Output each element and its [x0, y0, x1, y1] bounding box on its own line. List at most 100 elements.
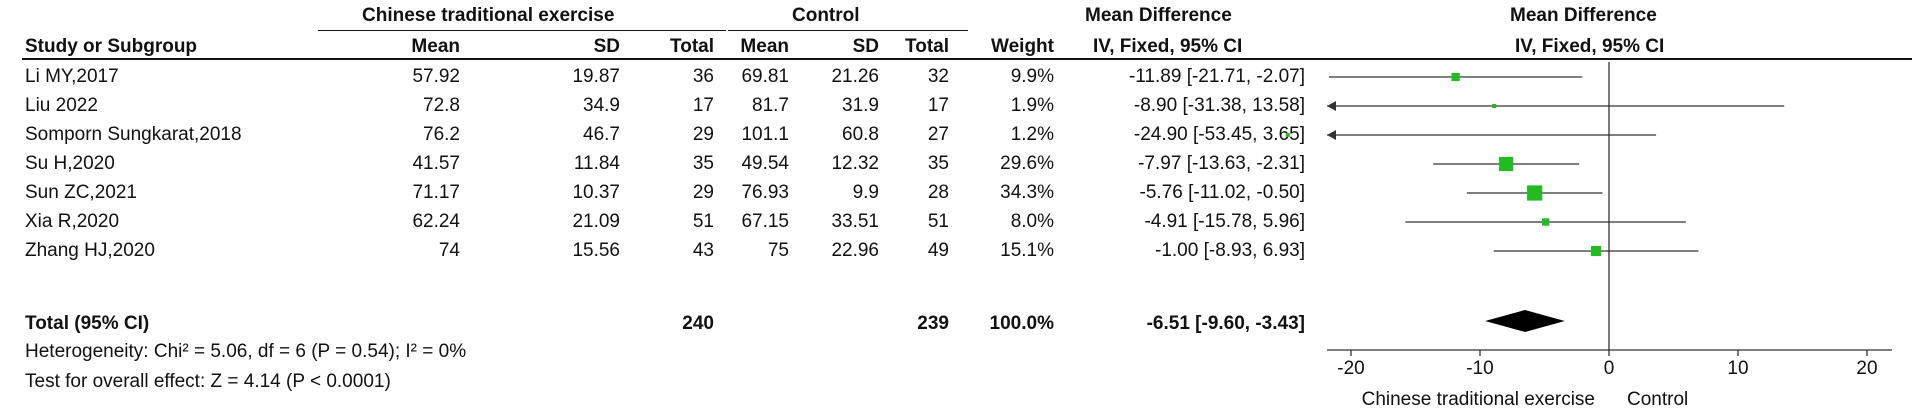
x-tick-label: -20 — [1337, 358, 1364, 379]
study-name: Li MY,2017 — [25, 66, 119, 87]
total-total2: 239 — [917, 313, 949, 334]
study-name: Sun ZC,2021 — [25, 182, 137, 203]
col-total2: Total — [905, 36, 949, 57]
study-sd2: 9.9 — [852, 182, 879, 203]
study-weight: 9.9% — [1010, 66, 1054, 87]
total-label: Total (95% CI) — [25, 313, 150, 334]
study-total1: 17 — [692, 95, 714, 116]
study-marker — [1591, 245, 1602, 257]
study-total2: 28 — [927, 182, 949, 203]
study-marker — [1541, 218, 1550, 226]
study-sd2: 22.96 — [831, 240, 879, 261]
group2-header: Control — [792, 5, 860, 26]
study-total2: 51 — [927, 211, 949, 232]
study-total2: 17 — [927, 95, 949, 116]
study-mean1: 62.24 — [412, 211, 460, 232]
study-name: Xia R,2020 — [25, 211, 120, 232]
study-ci: -24.90 [-53.45, 3.65] — [1133, 124, 1305, 145]
study-total1: 29 — [692, 182, 714, 203]
study-mean2: 76.93 — [741, 182, 789, 203]
overall-effect-text: Test for overall effect: Z = 4.14 (P < 0… — [25, 371, 391, 392]
study-ci: -7.97 [-13.63, -2.31] — [1138, 153, 1305, 174]
group1-underline — [318, 30, 726, 31]
plot-header: Mean Difference — [1510, 5, 1657, 26]
header-rule — [22, 58, 1322, 60]
study-total1: 51 — [692, 211, 714, 232]
study-mean1: 41.57 — [412, 153, 460, 174]
study-sd1: 15.56 — [572, 240, 620, 261]
study-weight: 34.3% — [1000, 182, 1054, 203]
study-ci: -11.89 [-21.71, -2.07] — [1128, 66, 1305, 87]
favours-left-label: Chinese traditional exercise — [1362, 389, 1595, 410]
study-total1: 35 — [692, 153, 714, 174]
study-total2: 49 — [927, 240, 949, 261]
study-ci: -8.90 [-31.38, 13.58] — [1133, 95, 1305, 116]
total-weight: 100.0% — [989, 313, 1054, 334]
pooled-diamond — [1485, 310, 1565, 332]
col-weight: Weight — [991, 36, 1054, 57]
study-sd2: 21.26 — [831, 66, 879, 87]
x-tick-label: 0 — [1604, 358, 1615, 379]
study-sd2: 31.9 — [842, 95, 879, 116]
study-mean2: 75 — [767, 240, 789, 261]
study-sd2: 12.32 — [831, 153, 879, 174]
study-name: Somporn Sungkarat,2018 — [25, 124, 242, 145]
heterogeneity-text: Heterogeneity: Chi² = 5.06, df = 6 (P = … — [25, 341, 467, 362]
study-mean2: 101.1 — [741, 124, 789, 145]
study-sd1: 46.7 — [583, 124, 620, 145]
study-weight: 1.9% — [1010, 95, 1054, 116]
study-sd1: 19.87 — [572, 66, 620, 87]
col-sd1: SD — [593, 36, 620, 57]
effect-header: Mean Difference — [1085, 5, 1232, 26]
study-weight: 1.2% — [1010, 124, 1054, 145]
ci-arrow — [1327, 130, 1336, 140]
col-plot-ci: IV, Fixed, 95% CI — [1515, 36, 1665, 57]
x-tick-label: 20 — [1856, 358, 1877, 379]
header-rule-plot — [1322, 58, 1912, 60]
study-mean2: 67.15 — [741, 211, 789, 232]
study-ci: -5.76 [-11.02, -0.50] — [1139, 182, 1305, 203]
study-name: Zhang HJ,2020 — [25, 240, 155, 261]
ci-arrow — [1327, 101, 1336, 111]
study-marker — [1499, 156, 1514, 172]
study-marker — [1451, 72, 1460, 82]
total-total1: 240 — [682, 313, 714, 334]
study-total1: 29 — [692, 124, 714, 145]
total-ci: -6.51 [-9.60, -3.43] — [1146, 313, 1305, 334]
study-marker — [1527, 185, 1543, 201]
study-mean2: 81.7 — [752, 95, 789, 116]
study-mean1: 72.8 — [423, 95, 460, 116]
study-mean1: 71.17 — [412, 182, 460, 203]
study-name: Liu 2022 — [25, 95, 98, 116]
study-mean1: 76.2 — [423, 124, 460, 145]
col-sd2: SD — [852, 36, 879, 57]
study-sd2: 33.51 — [831, 211, 879, 232]
study-total2: 27 — [927, 124, 949, 145]
study-sd1: 10.37 — [572, 182, 620, 203]
study-mean1: 57.92 — [412, 66, 460, 87]
study-sd2: 60.8 — [842, 124, 879, 145]
group1-header: Chinese traditional exercise — [362, 5, 615, 26]
study-total1: 43 — [692, 240, 714, 261]
study-total2: 32 — [927, 66, 949, 87]
col-total1: Total — [670, 36, 714, 57]
col-study: Study or Subgroup — [25, 36, 198, 57]
study-sd1: 11.84 — [573, 153, 620, 174]
favours-right-label: Control — [1627, 389, 1688, 410]
study-weight: 8.0% — [1010, 211, 1054, 232]
study-total2: 35 — [927, 153, 949, 174]
study-marker — [1285, 133, 1290, 137]
x-tick-label: -10 — [1466, 358, 1493, 379]
study-sd1: 34.9 — [583, 95, 620, 116]
study-mean2: 69.81 — [741, 66, 789, 87]
study-mean2: 49.54 — [741, 153, 789, 174]
study-ci: -1.00 [-8.93, 6.93] — [1155, 240, 1305, 261]
study-sd1: 21.09 — [572, 211, 620, 232]
study-name: Su H,2020 — [25, 153, 115, 174]
col-ci: IV, Fixed, 95% CI — [1093, 36, 1243, 57]
col-mean2: Mean — [740, 36, 789, 57]
study-marker — [1492, 104, 1497, 108]
study-mean1: 74 — [438, 240, 460, 261]
study-weight: 15.1% — [1000, 240, 1054, 261]
